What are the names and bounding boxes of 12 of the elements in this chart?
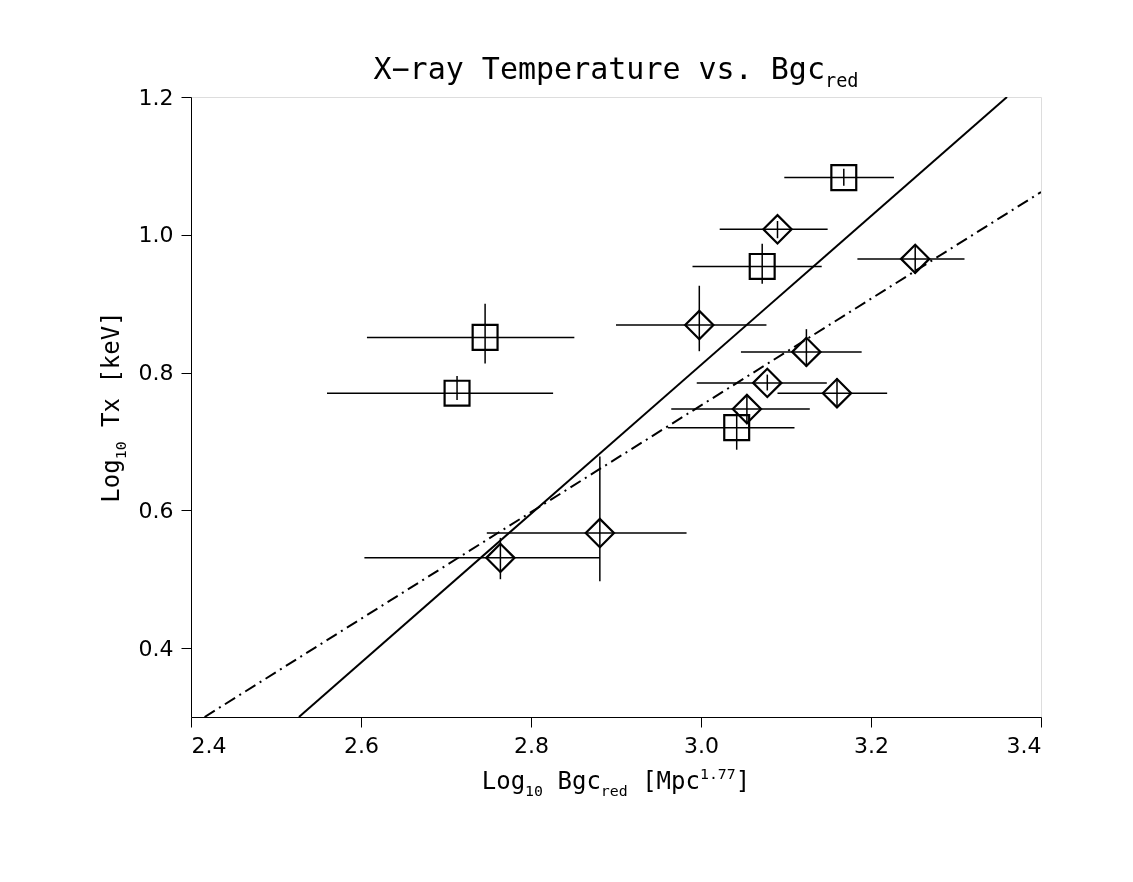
y-tick-label: 0.4 [138, 635, 174, 661]
y-tick-label: 0.6 [138, 497, 174, 523]
x-tick-label: 3.4 [1006, 732, 1042, 758]
y-tick-label: 0.8 [138, 360, 174, 386]
x-tick-label: 2.8 [514, 732, 549, 758]
y-tick-label: 1.2 [138, 84, 174, 110]
y-tick-label: 1.0 [138, 222, 174, 248]
x-tick-label: 2.6 [344, 732, 379, 758]
x-tick-label: 3.0 [684, 732, 719, 758]
x-tick-label: 3.2 [854, 732, 889, 758]
x-tick-label: 2.4 [191, 732, 227, 758]
y-axis-title: Log10 Tx [keV] [97, 311, 130, 503]
